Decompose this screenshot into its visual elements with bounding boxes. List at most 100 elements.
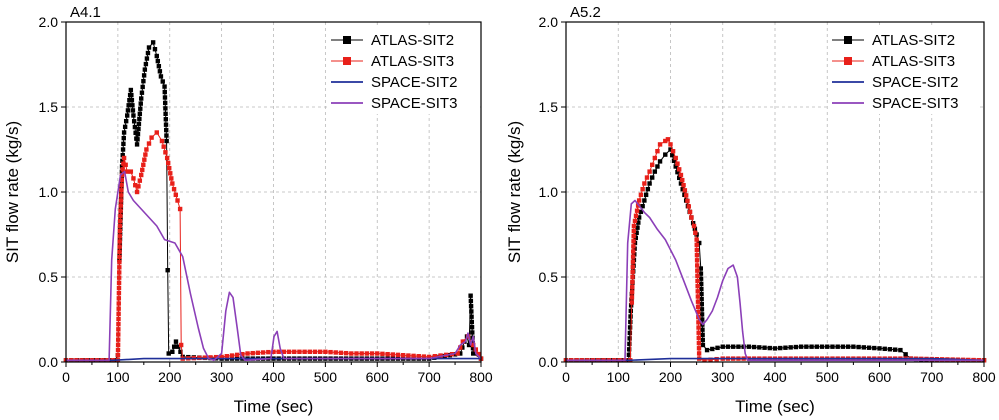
data-point-atlas-sit2 xyxy=(162,100,168,106)
data-point-atlas-sit2 xyxy=(762,345,767,350)
legend-label-space-sit2: SPACE-SIT2 xyxy=(872,74,958,91)
data-point-atlas-sit2 xyxy=(643,192,649,198)
data-point-atlas-sit3 xyxy=(117,259,122,265)
x-tick-label: 300 xyxy=(711,369,735,385)
data-point-atlas-sit3 xyxy=(255,350,261,356)
series-line-space-sit3 xyxy=(566,199,984,362)
data-point-atlas-sit3 xyxy=(116,332,121,337)
data-point-atlas-sit3 xyxy=(685,198,690,204)
data-point-atlas-sit2 xyxy=(138,101,143,106)
data-point-atlas-sit3 xyxy=(149,135,154,140)
data-point-atlas-sit2 xyxy=(751,344,757,350)
data-point-atlas-sit3 xyxy=(655,149,660,154)
data-point-atlas-sit2 xyxy=(173,339,179,344)
data-point-atlas-sit2 xyxy=(903,352,908,357)
data-point-atlas-sit3 xyxy=(333,350,338,355)
data-point-atlas-sit2 xyxy=(715,345,720,351)
data-point-atlas-sit3 xyxy=(119,172,125,178)
data-point-atlas-sit3 xyxy=(116,311,121,317)
data-point-atlas-sit3 xyxy=(630,285,635,290)
data-point-atlas-sit3 xyxy=(121,161,126,166)
data-point-atlas-sit3 xyxy=(317,349,323,354)
data-point-atlas-sit3 xyxy=(694,252,700,258)
x-tick-label: 0 xyxy=(62,369,70,385)
data-point-atlas-sit3 xyxy=(116,306,121,311)
data-point-atlas-sit2 xyxy=(720,344,725,349)
data-point-atlas-sit2 xyxy=(704,347,710,353)
data-point-atlas-sit3 xyxy=(695,299,701,304)
data-point-atlas-sit3 xyxy=(117,228,123,234)
data-point-atlas-sit2 xyxy=(804,344,809,349)
data-point-atlas-sit3 xyxy=(687,209,693,215)
data-point-atlas-sit2 xyxy=(131,119,137,124)
data-point-atlas-sit2 xyxy=(139,90,145,95)
data-point-atlas-sit2 xyxy=(126,103,131,108)
data-point-atlas-sit3 xyxy=(390,352,396,357)
data-point-atlas-sit2 xyxy=(157,69,163,74)
x-tick-label: 500 xyxy=(816,369,840,385)
data-point-atlas-sit3 xyxy=(380,351,385,357)
data-point-atlas-sit3 xyxy=(178,342,184,348)
data-point-atlas-sit3 xyxy=(460,339,466,344)
data-point-atlas-sit3 xyxy=(458,345,463,350)
data-point-atlas-sit2 xyxy=(635,225,640,230)
data-point-atlas-sit3 xyxy=(163,150,168,155)
data-point-atlas-sit3 xyxy=(266,349,271,355)
data-point-atlas-sit2 xyxy=(120,147,126,152)
data-point-atlas-sit2 xyxy=(819,344,825,349)
data-point-atlas-sit3 xyxy=(125,169,130,174)
data-point-atlas-sit2 xyxy=(176,344,181,349)
chart-panel-a5-2: 0 100 200 300 400 500 600 700 800 0.0 0.5 1.0 1.5 2.0… xyxy=(505,4,996,416)
data-point-atlas-sit3 xyxy=(141,162,146,167)
data-point-atlas-sit3 xyxy=(139,172,144,178)
data-point-atlas-sit2 xyxy=(892,347,898,352)
y-tick-label: 0.0 xyxy=(539,354,559,370)
data-point-atlas-sit2 xyxy=(673,164,678,169)
data-point-atlas-sit3 xyxy=(134,189,140,195)
data-point-atlas-sit3 xyxy=(213,354,219,360)
legend-label-atlas-sit3: ATLAS-SIT3 xyxy=(371,53,454,70)
data-point-atlas-sit2 xyxy=(121,130,127,135)
data-point-atlas-sit3 xyxy=(116,290,122,296)
data-point-atlas-sit2 xyxy=(146,45,152,50)
data-point-atlas-sit2 xyxy=(628,308,633,314)
data-point-atlas-sit3 xyxy=(471,342,476,348)
data-point-atlas-sit2 xyxy=(137,116,142,122)
data-point-atlas-sit3 xyxy=(708,357,713,362)
data-point-atlas-sit3 xyxy=(117,265,122,270)
data-point-atlas-sit3 xyxy=(328,349,333,355)
data-point-atlas-sit3 xyxy=(631,239,636,244)
data-point-atlas-sit2 xyxy=(700,342,706,348)
data-point-atlas-sit3 xyxy=(167,166,172,171)
data-point-atlas-sit2 xyxy=(700,337,705,343)
data-point-atlas-sit2 xyxy=(140,84,145,90)
data-point-atlas-sit3 xyxy=(630,269,635,275)
data-point-atlas-sit2 xyxy=(141,73,147,78)
legend-label-space-sit3: SPACE-SIT3 xyxy=(872,95,958,112)
x-tick-label: 600 xyxy=(366,369,390,385)
data-point-atlas-sit2 xyxy=(141,78,146,84)
data-point-atlas-sit3 xyxy=(696,309,701,315)
data-point-atlas-sit3 xyxy=(117,223,123,229)
data-point-atlas-sit2 xyxy=(778,345,783,351)
data-point-atlas-sit2 xyxy=(120,158,125,164)
data-point-atlas-sit3 xyxy=(657,142,663,147)
data-point-atlas-sit3 xyxy=(632,218,638,224)
data-point-atlas-sit3 xyxy=(121,155,127,161)
data-point-atlas-sit3 xyxy=(118,203,123,208)
x-tick-label: 700 xyxy=(920,369,944,385)
data-point-atlas-sit2 xyxy=(130,108,136,113)
data-point-atlas-sit2 xyxy=(139,96,144,101)
data-point-atlas-sit3 xyxy=(117,218,123,224)
data-point-atlas-sit2 xyxy=(154,53,159,59)
data-point-atlas-sit3 xyxy=(161,144,166,149)
data-point-atlas-sit3 xyxy=(694,242,699,247)
data-point-atlas-sit3 xyxy=(118,193,124,198)
legend-background xyxy=(329,28,477,114)
x-tick-label: 0 xyxy=(562,369,570,385)
data-point-atlas-sit2 xyxy=(468,298,474,304)
data-point-atlas-sit2 xyxy=(166,351,171,356)
y-tick-label: 0.0 xyxy=(39,354,59,370)
data-point-atlas-sit2 xyxy=(136,121,142,127)
